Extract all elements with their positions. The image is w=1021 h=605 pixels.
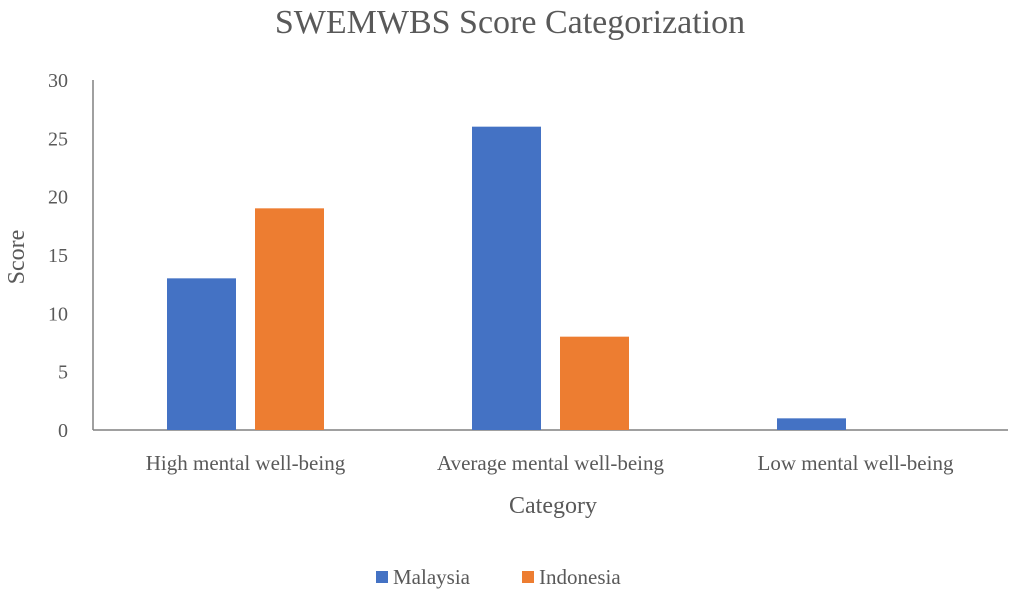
legend-swatch-indonesia	[522, 571, 534, 583]
category-label: Low mental well-being	[758, 451, 954, 475]
bar-malaysia-1	[472, 126, 541, 431]
bars	[167, 126, 846, 431]
y-tick-label: 15	[48, 245, 68, 267]
y-tick-label: 25	[48, 128, 68, 150]
bar-indonesia-1	[560, 336, 629, 430]
y-axis-title: Score	[4, 230, 30, 285]
y-tick-label: 20	[48, 187, 68, 209]
category-label: Average mental well-being	[437, 451, 665, 475]
y-tick-labels: 0 5 10 15 20 25 30	[48, 70, 68, 442]
legend-label-malaysia: Malaysia	[393, 565, 471, 589]
bar-malaysia-0	[167, 278, 236, 430]
y-tick-label: 0	[58, 420, 68, 442]
chart-title: SWEMWBS Score Categorization	[275, 4, 745, 41]
bar-malaysia-2	[777, 418, 846, 430]
y-tick-label: 10	[48, 303, 68, 325]
y-tick-label: 5	[58, 362, 68, 384]
bar-indonesia-0	[255, 208, 324, 430]
legend-swatch-malaysia	[376, 571, 388, 583]
legend-label-indonesia: Indonesia	[539, 565, 621, 589]
legend: Malaysia Indonesia	[376, 565, 621, 589]
x-axis-title: Category	[509, 493, 597, 519]
y-tick-label: 30	[48, 70, 68, 92]
category-label: High mental well-being	[146, 451, 346, 475]
category-labels: High mental well-being Average mental wel…	[146, 451, 954, 475]
